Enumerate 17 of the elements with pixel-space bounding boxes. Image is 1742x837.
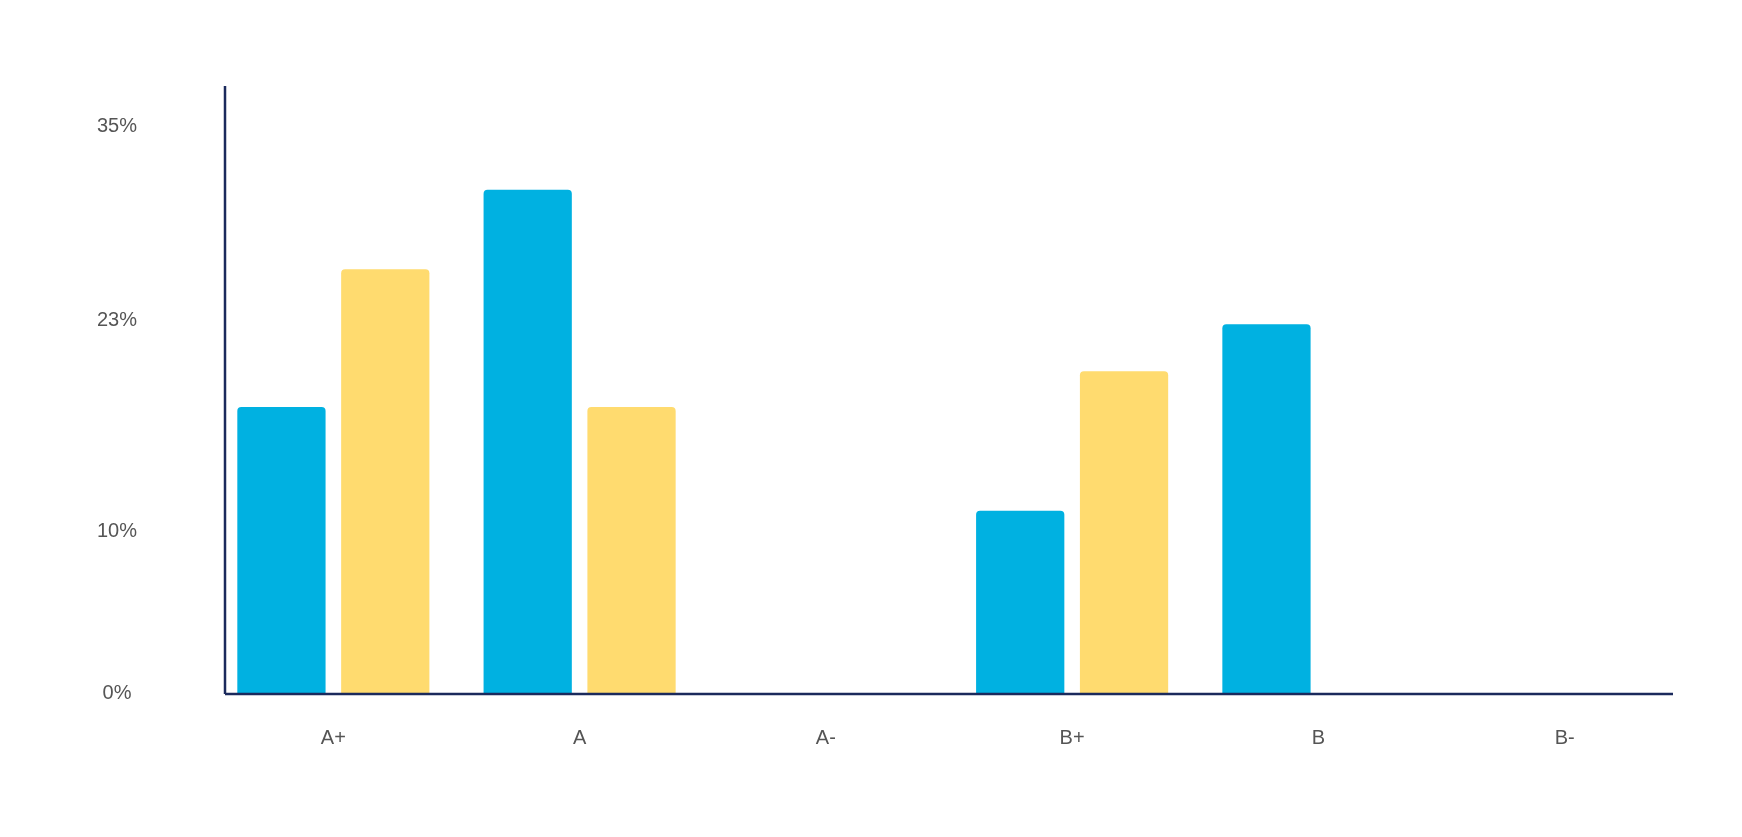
x-tick-label: A xyxy=(572,726,587,748)
x-tick-label: B- xyxy=(1554,726,1575,748)
x-tick-label: A+ xyxy=(320,726,346,748)
bar xyxy=(237,407,326,694)
x-tick-label: B+ xyxy=(1059,726,1085,748)
x-tick-label: B xyxy=(1311,726,1326,748)
bar xyxy=(587,407,676,694)
y-tick-label: 10% xyxy=(96,519,138,542)
bar xyxy=(1222,324,1311,694)
x-tick-label: A- xyxy=(815,726,836,748)
y-tick-label: 35% xyxy=(96,113,138,136)
y-tick-label: 0% xyxy=(102,681,132,704)
bar xyxy=(976,510,1065,694)
y-tick-label: 23% xyxy=(96,308,138,331)
bar xyxy=(1079,371,1169,694)
bar xyxy=(483,189,572,694)
bar xyxy=(341,269,430,694)
